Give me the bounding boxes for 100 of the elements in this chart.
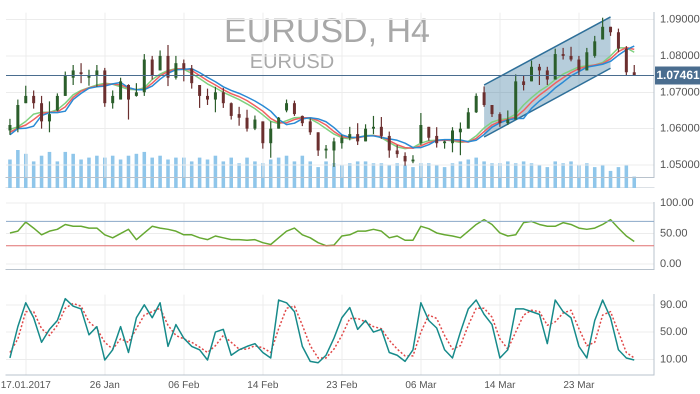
bar <box>158 156 162 188</box>
y-tick-label: 50.00 <box>660 228 688 240</box>
candlestick <box>238 106 241 126</box>
bar <box>118 160 122 188</box>
candlestick <box>435 126 438 148</box>
candlestick <box>498 112 502 128</box>
bar <box>538 165 542 188</box>
y-tick-label: 50.00 <box>660 326 688 338</box>
candlestick <box>474 92 478 114</box>
bar <box>608 170 612 188</box>
y-tick-label: 0.00 <box>660 258 682 270</box>
candlestick <box>56 92 59 112</box>
bar <box>561 163 565 188</box>
candlestick <box>253 114 256 131</box>
candlestick <box>285 98 288 113</box>
bar <box>411 167 415 188</box>
candlestick <box>380 116 383 140</box>
y-tick-label: 90.00 <box>660 298 688 311</box>
bar <box>174 158 178 188</box>
bar <box>95 156 99 188</box>
bar <box>434 165 438 188</box>
bar <box>48 152 52 188</box>
candlestick <box>348 126 352 141</box>
bar <box>592 167 597 188</box>
bar <box>624 165 628 188</box>
candlestick <box>316 132 320 157</box>
bar <box>268 160 273 188</box>
x-tick-label: 26 Jan <box>90 380 120 391</box>
candlestick <box>562 47 565 60</box>
bar <box>229 158 233 188</box>
y-tick-label: 1.07000 <box>660 86 700 98</box>
candlestick <box>8 118 12 136</box>
candlestick <box>450 126 454 153</box>
candlestick <box>340 134 344 150</box>
candlestick <box>24 85 28 104</box>
candlestick <box>222 87 225 109</box>
bar <box>300 156 304 188</box>
y-tick-label: 1.08000 <box>660 50 700 62</box>
bar <box>71 154 75 188</box>
candlestick <box>198 84 202 109</box>
candlestick <box>182 58 186 82</box>
bar <box>530 163 534 188</box>
bar <box>79 160 83 188</box>
bar <box>364 161 368 188</box>
candlestick <box>206 88 210 106</box>
bar <box>372 163 376 188</box>
candlestick <box>570 46 573 62</box>
candlestick <box>522 75 526 92</box>
bar <box>616 167 620 188</box>
ref-line-label: 1.07461 <box>656 68 700 82</box>
bar <box>56 161 60 188</box>
candlestick <box>364 124 368 142</box>
bar <box>308 161 312 188</box>
y-tick-label: 1.09000 <box>660 14 700 26</box>
x-tick-label: 14 Mar <box>484 380 516 391</box>
x-tick-label: 14 Feb <box>247 380 279 391</box>
bar <box>632 176 636 188</box>
bar <box>142 152 146 188</box>
bar <box>450 163 454 188</box>
bar <box>32 161 36 188</box>
bar <box>150 158 154 188</box>
bar <box>348 163 352 188</box>
bar <box>316 167 320 188</box>
candlestick <box>292 100 296 117</box>
candlestick <box>111 90 114 110</box>
bar <box>16 150 20 188</box>
candlestick <box>214 86 217 113</box>
candlestick <box>134 82 138 98</box>
x-tick-label: 06 Feb <box>168 380 200 391</box>
candlestick <box>269 120 272 158</box>
candlestick <box>126 84 130 120</box>
candlestick <box>261 120 264 150</box>
bar <box>253 161 257 188</box>
candlestick <box>119 77 122 100</box>
candlestick <box>601 17 604 40</box>
bar <box>569 161 573 188</box>
bar <box>214 156 218 188</box>
candlestick <box>458 122 462 156</box>
candlestick <box>624 45 628 76</box>
y-tick-label: 1.05000 <box>660 159 700 172</box>
candlestick <box>166 44 170 87</box>
y-tick-label: 1.06000 <box>660 122 700 135</box>
bar <box>245 158 249 188</box>
bar <box>166 160 170 188</box>
candlestick <box>356 122 360 146</box>
x-tick-label: 17.01.2017 <box>0 380 52 391</box>
candlestick <box>190 64 194 90</box>
bar <box>276 158 280 188</box>
candlestick <box>158 50 162 72</box>
bar <box>356 161 360 188</box>
candlestick <box>593 35 596 58</box>
candlestick <box>482 86 486 108</box>
x-tick-label: 23 Feb <box>326 380 358 391</box>
x-tick-label: 06 Mar <box>405 380 438 391</box>
candlestick <box>577 55 580 76</box>
bar <box>190 161 194 188</box>
bar <box>134 154 138 188</box>
bar <box>126 156 130 188</box>
candlestick <box>48 100 51 133</box>
candlestick <box>419 112 422 146</box>
